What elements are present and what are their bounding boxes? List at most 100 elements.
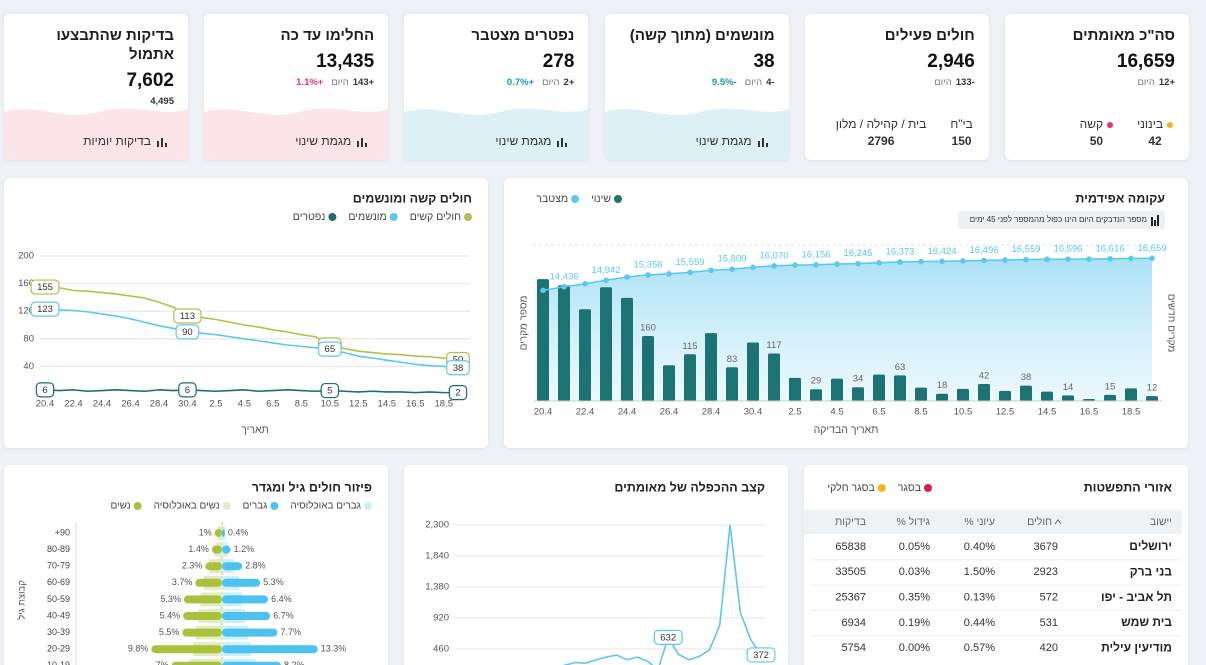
card-title: חולים פעילים — [884, 27, 975, 44]
epi-panel — [504, 178, 1188, 448]
bar-icon — [557, 137, 568, 147]
card-delta-row: +2היום +0.7% — [412, 77, 574, 88]
card-body: מונשמים (מתוך קשה) 38 -4היום -9.5% — [613, 26, 775, 88]
pyramid-panel — [4, 465, 388, 665]
card-delta-row: +12היום — [1013, 77, 1175, 88]
stat-card: החלימו עד כה 13,435 +143היום +1.1% מגמת שינו… — [204, 14, 389, 160]
card-wave — [4, 108, 188, 160]
card-delta-row: -4היום -9.5% — [613, 77, 775, 88]
card-body: סה"כ מאומתים 16,659 +12היום — [1013, 26, 1175, 88]
bar-icon — [157, 137, 167, 147]
bar-icon-bar — [365, 142, 368, 147]
breakdown-label-row: בי"ח — [950, 117, 972, 131]
card-delta: -133 — [955, 77, 975, 88]
breakdown-item: בינוני 42 — [1137, 117, 1173, 148]
card-link[interactable]: בדיקות יומיות — [83, 134, 168, 148]
card-wave — [404, 108, 589, 160]
bar-icon-bar — [161, 137, 163, 147]
card-wave — [204, 108, 389, 160]
wave-shape — [604, 108, 789, 160]
card-delta-label: היום — [1137, 77, 1155, 88]
card-delta: +2 — [563, 77, 575, 88]
card-delta: +12 — [1158, 77, 1175, 88]
stat-card: חולים פעילים 2,946 -133היום בי"ח 150 בית / קה… — [804, 14, 989, 160]
bar-icon-bar — [561, 137, 564, 147]
card-breakdown: בינוני 42 קשה 50 — [1080, 117, 1173, 148]
breakdown-label-row: בינוני — [1137, 117, 1173, 131]
breakdown-item: בית / קהילה / מלון 2796 — [836, 117, 927, 148]
card-link-label: מגמת שינוי — [495, 134, 552, 148]
bar-icon — [757, 137, 768, 147]
card-delta-label: היום — [744, 77, 763, 88]
card-value: 38 — [753, 51, 775, 72]
card-delta: +143 — [352, 77, 375, 88]
card-title: נפטרים מצטבר — [471, 27, 575, 44]
breakdown-item: בי"ח 150 — [950, 117, 972, 148]
card-value: 2,946 — [927, 51, 975, 72]
breakdown-label-row: בית / קהילה / מלון — [836, 117, 927, 131]
breakdown-value: 50 — [1089, 134, 1104, 148]
card-delta-row: -133היום — [813, 77, 975, 88]
stat-card: נפטרים מצטבר 278 +2היום +0.7% מגמת שינוי — [404, 14, 589, 160]
card-wave — [604, 108, 789, 160]
card-body: החלימו עד כה 13,435 +143היום +1.1% — [212, 26, 375, 88]
breakdown-label-row: קשה — [1079, 117, 1114, 131]
card-link[interactable]: מגמת שינוי — [696, 134, 769, 148]
breakdown-value: 2796 — [867, 134, 895, 148]
wave-shape — [4, 108, 188, 160]
card-body: חולים פעילים 2,946 -133היום — [813, 26, 975, 88]
bar-icon-bar — [361, 137, 364, 147]
card-delta-row: 4,495 — [12, 96, 174, 107]
bar-icon — [357, 137, 368, 147]
breakdown-item: קשה 50 — [1079, 117, 1114, 148]
card-delta: 4,495 — [150, 96, 174, 107]
wave-shape — [204, 108, 389, 160]
severe-panel — [4, 178, 488, 448]
breakdown-value: 42 — [1148, 134, 1162, 148]
table-panel — [804, 465, 1188, 665]
card-delta-label: היום — [542, 77, 560, 88]
bar-icon-bar — [761, 137, 764, 147]
card-delta-row: +143היום +1.1% — [212, 77, 374, 88]
card-delta-label: היום — [934, 77, 952, 88]
bar-icon-bar — [157, 140, 159, 147]
card-value: 16,659 — [1116, 51, 1175, 72]
bar-icon-bar — [165, 142, 167, 147]
bar-icon-bar — [565, 142, 568, 147]
breakdown-dot — [1167, 121, 1173, 128]
card-value: 278 — [542, 51, 575, 72]
card-breakdown: בי"ח 150 בית / קהילה / מלון 2796 — [836, 117, 973, 148]
breakdown-label: בית / קהילה / מלון — [835, 117, 927, 131]
wave-shape — [404, 108, 589, 160]
breakdown-label: קשה — [1079, 117, 1104, 131]
card-body: בדיקות שהתבצעו אתמול 7,602 4,495 — [12, 26, 174, 107]
card-body: נפטרים מצטבר 278 +2היום +0.7% — [412, 26, 574, 88]
card-title: מונשמים (מתוך קשה) — [629, 27, 775, 44]
card-link-label: בדיקות יומיות — [83, 134, 151, 148]
card-title: החלימו עד כה — [280, 27, 375, 44]
card-link[interactable]: מגמת שינוי — [295, 134, 368, 148]
card-delta: -4 — [766, 77, 775, 88]
stat-card: מונשמים (מתוך קשה) 38 -4היום -9.5% מגמת שינו… — [604, 14, 789, 160]
card-link-label: מגמת שינוי — [295, 134, 352, 148]
card-link-label: מגמת שינוי — [695, 134, 752, 148]
card-link[interactable]: מגמת שינוי — [495, 134, 568, 148]
card-title: סה"כ מאומתים — [1072, 27, 1175, 44]
bar-icon-bar — [357, 140, 360, 147]
card-value: 13,435 — [316, 51, 375, 72]
card-value: 7,602 — [126, 70, 174, 91]
doubling-panel — [404, 465, 788, 665]
card-pct: +1.1% — [296, 77, 324, 88]
stat-card: בדיקות שהתבצעו אתמול 7,602 4,495 בדיקות יומ… — [4, 14, 188, 160]
breakdown-label: בי"ח — [950, 117, 973, 131]
card-pct: -9.5% — [711, 77, 737, 88]
breakdown-label: בינוני — [1137, 117, 1163, 131]
bar-icon-bar — [757, 140, 760, 147]
stat-card: סה"כ מאומתים 16,659 +12היום בינוני 42 קשה 50 — [1005, 14, 1189, 160]
bar-icon-bar — [557, 140, 560, 147]
breakdown-value: 150 — [951, 134, 972, 148]
card-title: בדיקות שהתבצעו אתמול — [56, 27, 174, 63]
breakdown-dot — [1107, 121, 1114, 128]
card-delta-label: היום — [331, 77, 349, 88]
